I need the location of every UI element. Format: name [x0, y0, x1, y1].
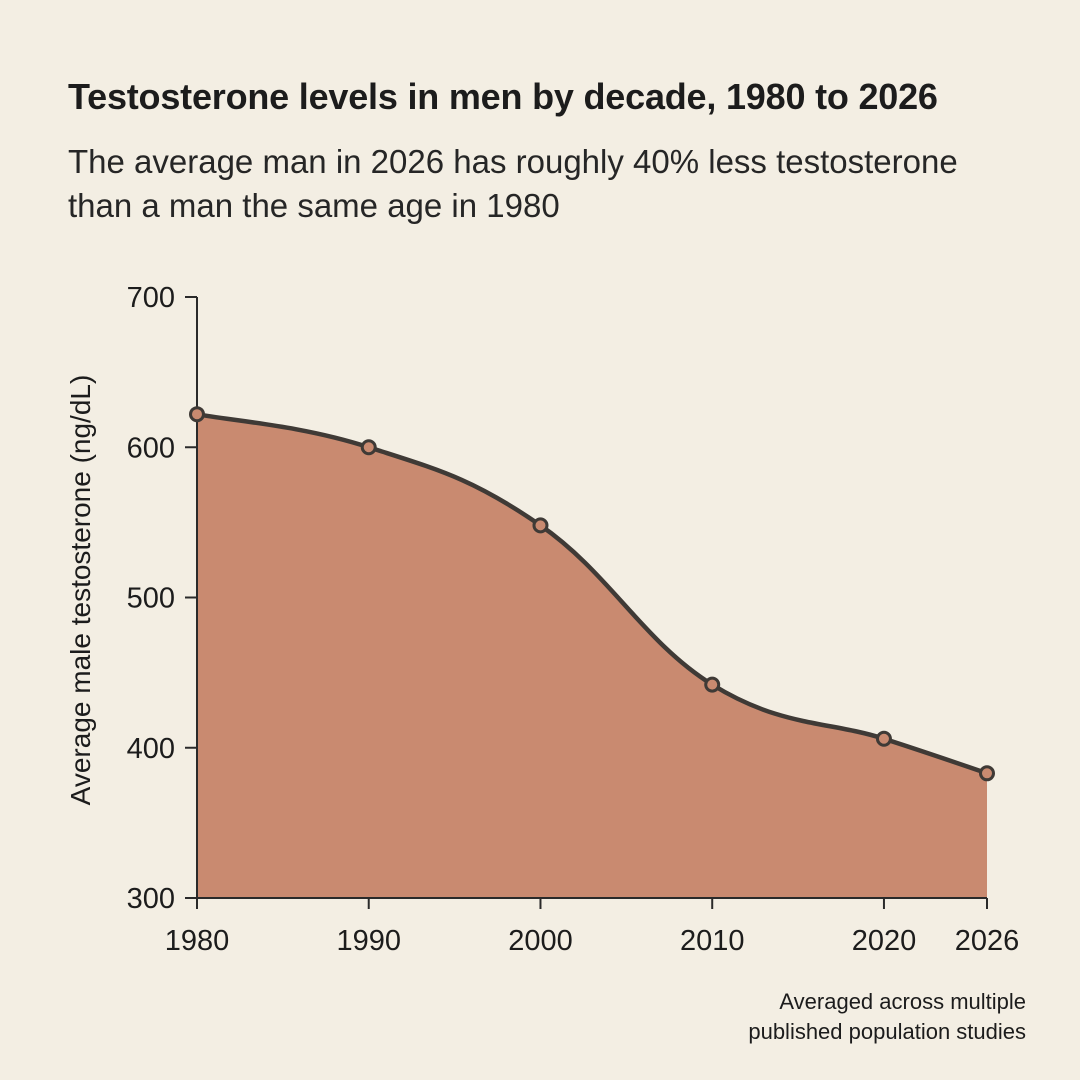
y-tick-label: 500: [127, 583, 175, 615]
source-note-line-1: Averaged across multiple: [779, 989, 1026, 1014]
x-tick-label: 2000: [508, 925, 573, 957]
y-tick-label: 600: [127, 432, 175, 464]
data-point: [875, 730, 892, 747]
y-tick-label: 400: [127, 733, 175, 765]
data-point: [360, 439, 377, 456]
source-note: Averaged across multiple published popul…: [748, 987, 1026, 1047]
x-tick-label: 1980: [165, 925, 230, 957]
data-point: [189, 406, 205, 423]
x-tick-labels: 1980 1990 2000 2010 2020 2026: [165, 898, 1020, 957]
x-tick-label: 2026: [955, 925, 1020, 957]
chart-subtitle: The average man in 2026 has roughly 40% …: [68, 143, 958, 224]
area-fill: [197, 414, 987, 898]
data-markers: [189, 406, 995, 782]
source-note-line-2: published population studies: [748, 1019, 1026, 1044]
y-axis-title: Average male testosterone (ng/dL): [65, 375, 96, 806]
y-tick-label: 300: [127, 883, 175, 915]
y-tick-labels: 700 600 500 400 300: [127, 282, 197, 915]
data-point: [979, 765, 995, 782]
y-tick-label: 700: [127, 282, 175, 314]
chart-title: Testosterone levels in men by decade, 19…: [68, 76, 938, 117]
x-tick-label: 1990: [336, 925, 401, 957]
x-tick-label: 2010: [680, 925, 745, 957]
data-point: [704, 676, 721, 693]
x-tick-label: 2020: [852, 925, 917, 957]
data-point: [532, 517, 549, 534]
